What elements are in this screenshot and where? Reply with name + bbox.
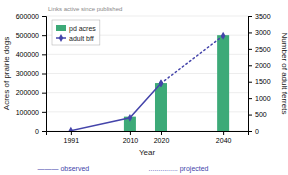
y-axis-title: Acres of prairie dogs [2, 37, 11, 110]
y2-axis-tick: 1500 [248, 78, 271, 85]
y-axis-tick: 0 [35, 128, 46, 135]
tick-label: 2040 [216, 137, 232, 144]
tick-mark [248, 65, 252, 66]
x-axis-tick: 2010 [123, 131, 139, 144]
legend-item: adult bff [56, 34, 94, 42]
legend-label: pd acres [69, 25, 96, 33]
legend: pd acres adult bff [52, 20, 100, 45]
tick-mark [223, 131, 224, 135]
tick-mark [248, 16, 252, 17]
bar-series [124, 35, 229, 131]
tick-mark [161, 131, 162, 135]
marker [69, 127, 74, 131]
legend-item: pd acres [56, 25, 96, 33]
annotation: ............... projected [149, 165, 209, 173]
x-axis-line [47, 132, 249, 136]
tick-label: 1500 [255, 78, 271, 85]
tick-label: 600000 [16, 13, 39, 20]
y2-axis-tick: 3000 [248, 29, 271, 36]
grid-line [46, 16, 248, 17]
line-series [159, 32, 226, 88]
y-axis-tick: 300000 [16, 70, 46, 77]
tick-mark [130, 131, 131, 135]
tick-label: 500 [255, 111, 267, 118]
tick-mark [248, 98, 252, 99]
x-axis-tick: 2020 [154, 131, 170, 144]
tick-mark [248, 115, 252, 116]
y-axis-tick: 100000 [16, 109, 46, 116]
x-axis-tick: 1991 [64, 131, 80, 144]
tick-label: 300000 [16, 70, 39, 77]
tick-label: 1991 [64, 137, 80, 144]
marker [221, 32, 226, 40]
line [71, 83, 161, 130]
tick-label: 2010 [123, 137, 139, 144]
legend-marker [59, 34, 64, 42]
tick-mark [71, 131, 72, 135]
line-series [69, 79, 164, 131]
y-axis-tick: 400000 [16, 51, 46, 58]
tick-label: 0 [255, 128, 259, 135]
annotation: Links active since published [48, 6, 122, 12]
plot-area [69, 32, 230, 131]
x-axis-tick: 2040 [216, 131, 232, 144]
legend-swatch [56, 25, 66, 31]
y-axis-tick: 200000 [16, 89, 46, 96]
tick-label: 2500 [255, 46, 271, 53]
tick-label: 400000 [16, 51, 39, 58]
legend-label: adult bff [69, 35, 94, 42]
y2-axis-tick: 2000 [248, 62, 271, 69]
tick-mark [248, 131, 252, 132]
x-axis: 1991 2010 2020 2040 [47, 131, 249, 144]
annotation: ——— observed [37, 165, 89, 172]
tick-mark [248, 32, 252, 33]
y2-axis: 0 500 1000 1500 2000 2500 3000 3500 [248, 13, 271, 135]
y-axis-line [42, 17, 47, 132]
tick-mark [42, 131, 46, 132]
y2-axis-tick: 2500 [248, 46, 271, 53]
tick-mark [42, 35, 46, 36]
grid [46, 16, 248, 131]
tick-mark [42, 16, 46, 17]
tick-label: 3500 [255, 13, 271, 20]
y2-axis-tick: 500 [248, 111, 267, 118]
y2-axis-line [249, 17, 253, 132]
marker [159, 79, 164, 87]
tick-mark [42, 54, 46, 55]
tick-mark [42, 93, 46, 94]
tick-label: 100000 [16, 109, 39, 116]
tick-mark [248, 82, 252, 83]
legend-frame [52, 20, 100, 45]
y2-axis-tick: 0 [248, 128, 259, 135]
marker [159, 79, 164, 87]
tick-label: 3000 [255, 29, 271, 36]
chart: 1991 2010 2020 2040 0 100000 200000 300000 40000… [0, 0, 288, 175]
y2-axis-tick: 3500 [248, 13, 271, 20]
y-axis: 0 100000 200000 300000 400000 500000 600000 [16, 13, 47, 135]
tick-label: 2000 [255, 62, 271, 69]
tick-label: 500000 [16, 32, 39, 39]
tick-mark [42, 74, 46, 75]
tick-label: 1000 [255, 95, 271, 102]
chart-container: 1991 2010 2020 2040 0 100000 200000 300000 40000… [0, 0, 288, 175]
y-axis-tick: 600000 [16, 13, 46, 20]
line [161, 36, 223, 84]
bar [155, 83, 167, 131]
tick-label: 2020 [154, 137, 170, 144]
marker [128, 114, 133, 122]
y-axis-tick: 500000 [16, 32, 46, 39]
tick-label: 200000 [16, 89, 39, 96]
x-axis-title: Year [139, 148, 156, 157]
tick-mark [248, 49, 252, 50]
y2-axis-title: Number of adult ferrets [280, 33, 288, 115]
tick-label: 0 [35, 128, 39, 135]
bar [217, 35, 229, 131]
tick-mark [42, 112, 46, 113]
y2-axis-tick: 1000 [248, 95, 271, 102]
